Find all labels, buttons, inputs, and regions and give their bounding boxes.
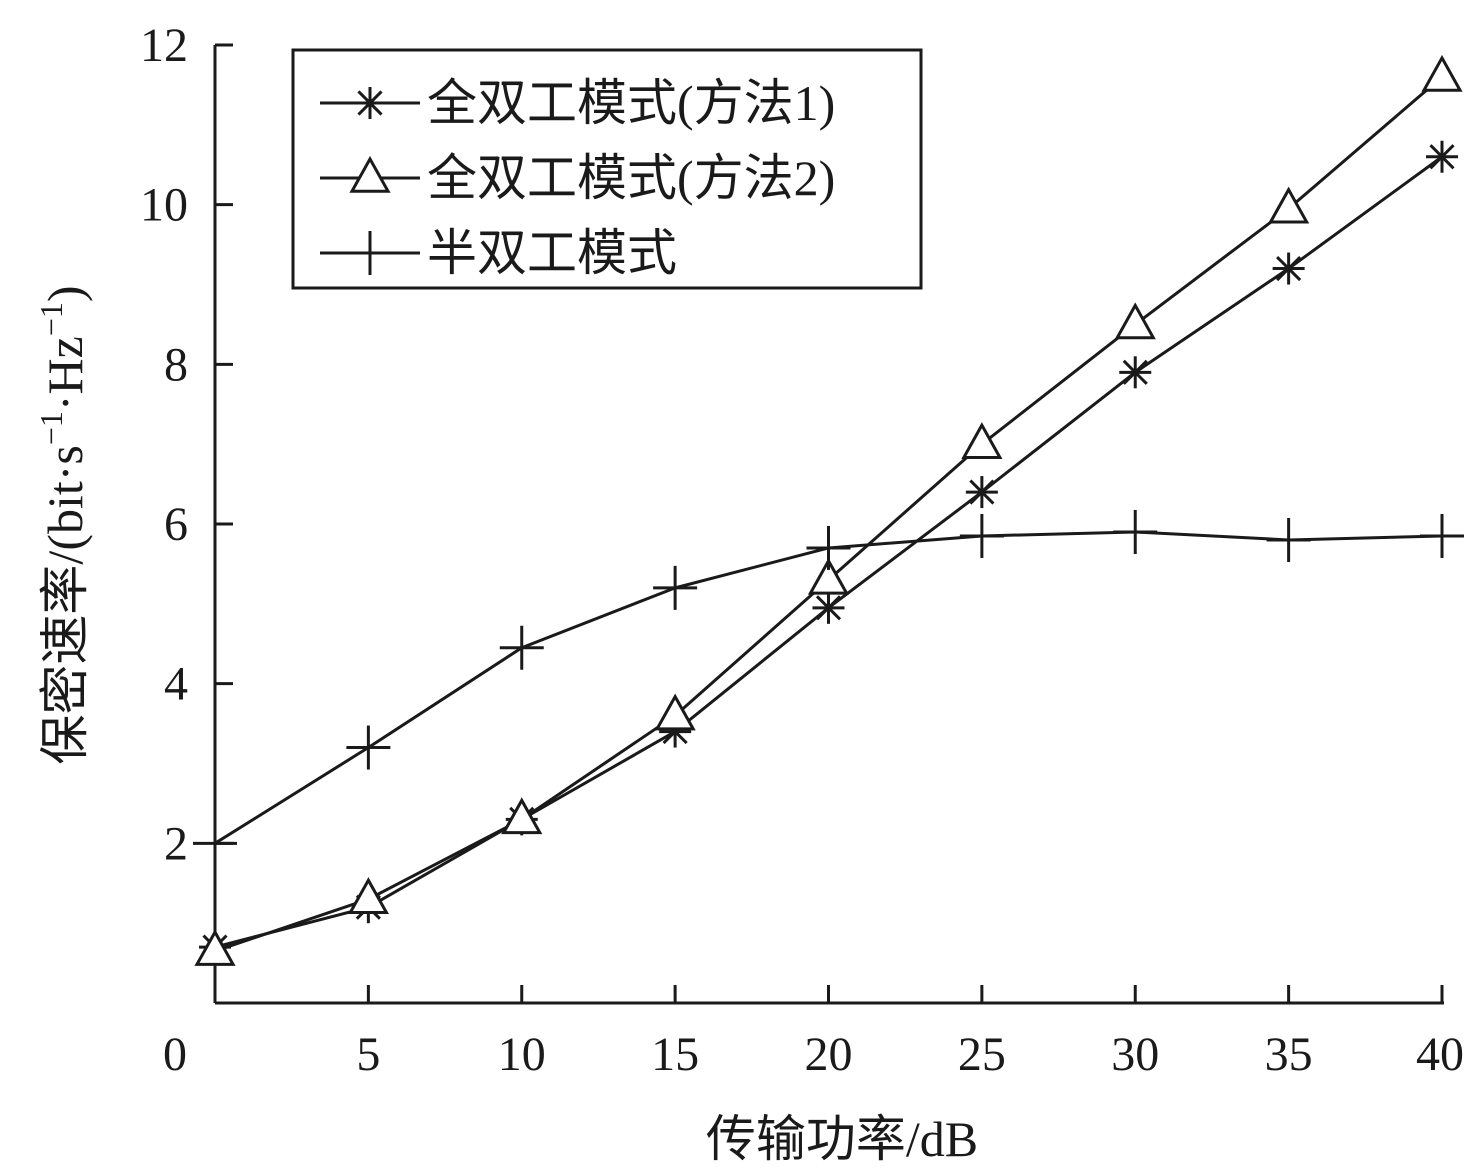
legend-marker [349, 155, 391, 193]
data-point [654, 693, 696, 731]
data-point [1266, 517, 1311, 562]
x-tick-label: 10 [498, 1028, 546, 1081]
y-axis-label-end: ) [37, 285, 93, 302]
y-axis-label-sup1: −1 [33, 411, 69, 445]
y-tick-label: 2 [164, 817, 188, 870]
legend-item: 全双工模式(方法2) [320, 150, 835, 206]
legend-marker [348, 231, 392, 275]
data-point [1113, 509, 1158, 554]
y-axis-label: 保密速率/(bit·s−1·Hz−1) [33, 285, 93, 764]
legend-box [291, 48, 923, 290]
x-tick-label: 0 [163, 1028, 187, 1081]
data-point [499, 625, 544, 670]
series-layer [193, 54, 1464, 966]
y-tick-label: 12 [140, 19, 188, 72]
data-point [653, 565, 698, 610]
legend-label: 全双工模式(方法1) [427, 75, 835, 131]
y-tick-label: 8 [164, 338, 188, 391]
legend-item: 全双工模式(方法1) [320, 75, 835, 131]
data-point [961, 422, 1003, 459]
data-point [959, 513, 1004, 558]
series-triangle [194, 54, 1463, 966]
x-tick-label: 40 [1416, 1028, 1464, 1081]
x-tick-label: 15 [651, 1028, 699, 1081]
y-tick-label: 10 [140, 179, 188, 232]
y-axis-label-mid: ·Hz [37, 336, 93, 411]
legend-item: 半双工模式 [320, 225, 677, 281]
x-axis-label: 传输功率/dB [706, 1111, 978, 1167]
data-point [1268, 186, 1310, 224]
legend-label: 半双工模式 [427, 225, 677, 281]
data-point [1272, 252, 1305, 285]
y-tick-label: 4 [164, 658, 188, 711]
data-point [347, 877, 389, 915]
data-point [965, 476, 998, 509]
legend-label: 全双工模式(方法2) [427, 150, 835, 206]
x-tick-label: 35 [1265, 1028, 1313, 1081]
x-tick-label: 20 [805, 1028, 853, 1081]
data-point [193, 821, 237, 866]
data-point [1420, 513, 1464, 558]
x-tick-label: 30 [1111, 1028, 1159, 1081]
data-point [1421, 54, 1463, 92]
data-point [1114, 302, 1156, 340]
series-plus [193, 509, 1464, 866]
data-point [1119, 356, 1152, 389]
data-point [812, 591, 845, 624]
data-point [346, 725, 391, 770]
data-point [501, 797, 543, 835]
data-point [806, 525, 851, 570]
data-point [1426, 140, 1458, 173]
y-tick-label: 6 [164, 498, 188, 551]
axes: 0 5 10 15 20 25 30 35 40 2 4 6 8 10 12 [140, 19, 1464, 1081]
y-axis-label-main: 保密速率/(bit·s [37, 445, 93, 764]
legend: 全双工模式(方法1) 全双工模式(方法2) 半双工模式 [291, 48, 923, 290]
y-axis-label-sup2: −1 [33, 302, 69, 336]
data-point [194, 929, 236, 966]
x-tick-label: 25 [958, 1028, 1006, 1081]
data-point [807, 557, 850, 595]
legend-marker [354, 87, 386, 119]
x-tick-label: 5 [356, 1028, 380, 1081]
